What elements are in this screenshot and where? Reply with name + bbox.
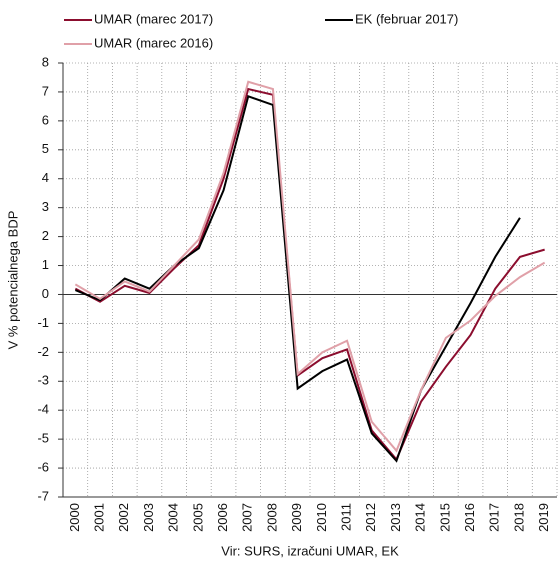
series-line <box>74 87 545 462</box>
y-tick-label: -5 <box>37 431 49 446</box>
y-tick-label: -1 <box>37 315 49 330</box>
x-tick-label: 2019 <box>536 503 551 532</box>
y-tick-label: -6 <box>37 460 49 475</box>
x-tick-label: 2003 <box>141 503 156 532</box>
x-tick-label: 2013 <box>388 503 403 532</box>
x-tick-label: 2015 <box>437 503 452 532</box>
y-tick-label: -2 <box>37 344 49 359</box>
y-tick-label: 2 <box>42 228 49 243</box>
x-tick-label: 2001 <box>91 503 106 532</box>
x-tick-label: 2007 <box>240 503 255 532</box>
x-tick-label: 2009 <box>289 503 304 532</box>
y-tick-label: -7 <box>37 488 49 503</box>
legend-label: UMAR (marec 2016) <box>94 35 213 50</box>
x-tick-label: 2005 <box>190 503 205 532</box>
y-tick-label: 0 <box>42 286 49 301</box>
x-axis-label: Vir: SURS, izračuni UMAR, EK <box>221 543 399 558</box>
x-tick-label: 2004 <box>166 503 181 532</box>
x-tick-label: 2018 <box>511 503 526 532</box>
y-tick-label: 6 <box>42 112 49 127</box>
y-tick-label: -3 <box>37 373 49 388</box>
y-tick-label: 8 <box>42 54 49 69</box>
x-tick-label: 2011 <box>338 503 353 531</box>
x-tick-label: 2006 <box>215 503 230 532</box>
legend-label: EK (februar 2017) <box>355 11 458 26</box>
x-tick-label: 2000 <box>67 503 82 532</box>
y-tick-label: 1 <box>42 257 49 272</box>
x-tick-label: 2010 <box>314 503 329 532</box>
series-line <box>74 94 521 463</box>
x-tick-label: 2012 <box>363 503 378 532</box>
x-tick-label: 2002 <box>116 503 131 532</box>
y-tick-label: 7 <box>42 83 49 98</box>
series-line <box>74 80 546 453</box>
x-tick-label: 2014 <box>413 503 428 532</box>
y-tick-label: 5 <box>42 141 49 156</box>
x-tick-label: 2017 <box>487 503 502 532</box>
y-tick-label: 3 <box>42 199 49 214</box>
y-axis-label: V % potencialnega BDP <box>5 211 20 350</box>
y-tick-label: -4 <box>37 402 49 417</box>
legend-label: UMAR (marec 2017) <box>94 11 213 26</box>
y-tick-label: 4 <box>42 170 49 185</box>
x-tick-label: 2008 <box>264 503 279 532</box>
x-tick-label: 2016 <box>462 503 477 532</box>
